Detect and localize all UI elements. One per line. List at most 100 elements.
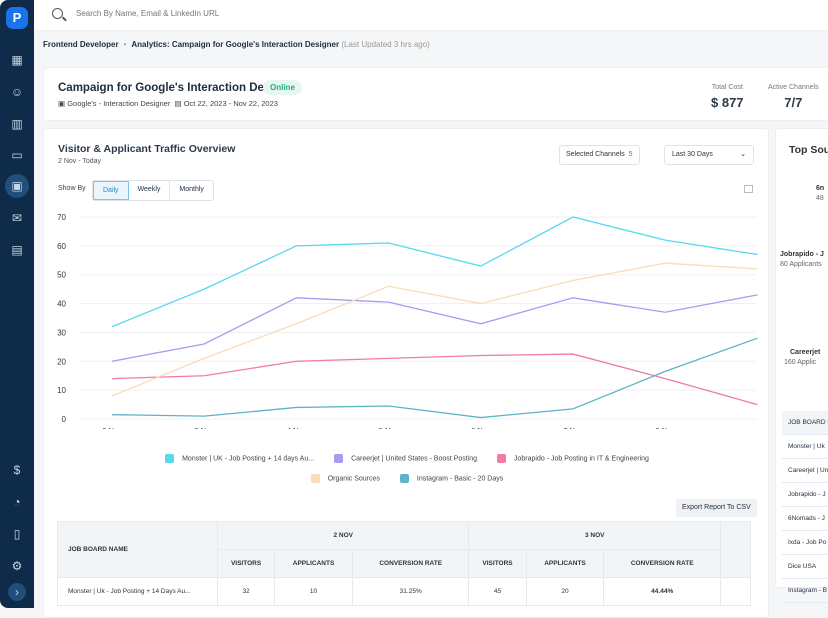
dashboard-icon[interactable]: ▦ xyxy=(11,53,23,67)
table-row[interactable]: Monster | Uk - Job Posting + 14 Days Au.… xyxy=(57,577,751,606)
top-source-row[interactable]: Monster | Uk xyxy=(782,435,828,459)
chart-menu-icon[interactable] xyxy=(744,185,753,193)
cell: 31.25% xyxy=(351,577,470,606)
show-by-label: Show By xyxy=(58,185,86,192)
company-name: Google's - Interaction Designer xyxy=(67,99,171,108)
y-tick-label: 60 xyxy=(57,242,66,251)
campaign-title: Campaign for Google's Interaction Design… xyxy=(58,82,299,94)
invoice-icon[interactable]: ▯ xyxy=(13,527,21,541)
top-source-row[interactable]: Instagram - B xyxy=(782,579,828,603)
y-tick-label: 10 xyxy=(57,386,66,395)
y-tick-label: 70 xyxy=(57,213,66,222)
expand-chevron-icon[interactable]: › xyxy=(8,583,26,601)
top-source-row[interactable]: Careerjet | Un xyxy=(782,459,828,483)
campaign-meta: ▣ Google's - Interaction Designer ▤ Oct … xyxy=(58,99,278,108)
calendar-icon[interactable]: ▤ xyxy=(11,243,23,257)
legend-item[interactable]: Jobrapido - Job Posting in IT & Engineer… xyxy=(497,454,649,463)
search-input[interactable] xyxy=(76,9,376,18)
export-csv-button[interactable]: Export Report To CSV xyxy=(676,499,757,517)
legend-swatch xyxy=(310,474,320,483)
mail-icon[interactable]: ✉ xyxy=(11,211,23,225)
col-visitors: VISITORS xyxy=(468,549,527,578)
top-source-row[interactable]: Ixda - Job Po xyxy=(782,531,828,555)
id-card-icon[interactable]: ▭ xyxy=(11,148,23,162)
jobs-briefcase-icon[interactable]: ▣ xyxy=(5,174,29,198)
y-tick-label: 20 xyxy=(57,357,66,366)
top-sources-table: JOB BOARD N Monster | Uk Careerjet | Un Jo… xyxy=(782,411,828,603)
y-tick-label: 30 xyxy=(57,328,66,337)
calendar-icon: ▤ xyxy=(174,99,182,108)
breadcrumb-current: Analytics: Campaign for Google's Interac… xyxy=(131,40,340,49)
legend-item[interactable]: Organic Sources xyxy=(310,474,380,483)
x-tick-label: 2 Nov xyxy=(102,426,122,429)
top-search-bar xyxy=(34,0,828,31)
col-applicants: APPLICANTS xyxy=(525,549,605,578)
col-date: 2 NOV xyxy=(216,521,470,550)
cell: 20 xyxy=(525,577,605,606)
campaign-dates: Oct 22, 2023 - Nov 22, 2023 xyxy=(183,99,278,108)
legend-row-1: Monster | UK - Job Posting + 14 days Au.… xyxy=(44,454,770,463)
legend-swatch xyxy=(399,474,409,483)
col-conversion-rate: CONVERSION RATE xyxy=(603,549,721,578)
top-source-row[interactable]: Dice USA xyxy=(782,555,828,579)
overview-subtitle: 2 Nov - Today xyxy=(58,158,102,165)
reports-icon[interactable]: ▥ xyxy=(11,117,23,131)
col-job-board: JOB BOARD NAME xyxy=(57,521,218,578)
breadcrumb-parent[interactable]: Frontend Developer xyxy=(43,40,119,49)
col-applicants: APPLICANTS xyxy=(274,549,353,578)
breadcrumb: Frontend Developer • Analytics: Campaign f… xyxy=(43,40,430,49)
date-range-select[interactable]: Last 30 Days ⌄ xyxy=(664,145,754,165)
col-conversion-rate: CONVERSION RATE xyxy=(351,549,470,578)
cell: 32 xyxy=(216,577,276,606)
x-tick-label: 5 Nov xyxy=(379,426,399,429)
campaign-card: Campaign for Google's Interaction Design… xyxy=(43,67,828,121)
legend-swatch xyxy=(334,454,344,463)
legend-item[interactable]: Careerjet | United States - Boost Postin… xyxy=(334,454,477,463)
source-label: Jobrapido - J xyxy=(780,251,824,258)
traffic-overview-card: Visitor & Applicant Traffic Overview 2 N… xyxy=(43,128,769,618)
tab-daily[interactable]: Daily xyxy=(93,181,129,200)
top-sources-card: Top Sou 6n 48 Jobrapido - J 80 Applicant… xyxy=(775,128,828,603)
legend-swatch xyxy=(497,454,506,463)
source-count: 80 Applicants xyxy=(780,261,822,268)
legend-item[interactable]: Monster | UK - Job Posting + 14 days Au.… xyxy=(165,454,314,463)
tab-weekly[interactable]: Weekly xyxy=(129,181,171,200)
x-tick-label: 8 Nov xyxy=(655,426,675,429)
analytics-pie-icon[interactable]: ◔ xyxy=(13,495,21,509)
legend-item[interactable]: Instagram - Basic - 20 Days xyxy=(399,474,503,483)
source-count: 160 Applic xyxy=(784,359,817,366)
search-icon xyxy=(52,8,63,19)
settings-gear-icon[interactable]: ⚙ xyxy=(11,559,23,573)
x-tick-label: 4 Nov xyxy=(287,426,307,429)
candidates-icon[interactable]: ☺ xyxy=(10,85,24,99)
source-count: 48 xyxy=(816,195,824,202)
chevron-down-icon: ⌄ xyxy=(740,151,746,158)
x-tick-label: 7 Nov xyxy=(563,426,583,429)
series-line xyxy=(111,294,758,362)
active-channels: Active Channels 7/7 xyxy=(768,84,819,110)
total-cost: Total Cost $ 877 xyxy=(711,84,744,110)
app-logo[interactable]: P xyxy=(6,7,28,29)
col-job-board: JOB BOARD N xyxy=(782,411,828,435)
traffic-line-chart: 0 10 20 30 40 50 60 70 2 Nov 3 Nov 4 Nov 5 Nov 6 Nov… xyxy=(57,213,758,429)
cell: 10 xyxy=(274,577,353,606)
billing-icon[interactable]: $ xyxy=(13,463,21,477)
series-line xyxy=(111,337,758,419)
top-source-row[interactable]: Jobrapido - J xyxy=(782,483,828,507)
series-line xyxy=(111,262,758,397)
source-label: 6n xyxy=(816,185,825,192)
col-date: 3 NOV xyxy=(468,521,721,550)
granularity-toggle: Daily Weekly Monthly xyxy=(92,180,214,201)
series-line xyxy=(111,216,758,328)
job-board-name: Monster | Uk - Job Posting + 14 Days Au.… xyxy=(57,577,218,606)
series-line xyxy=(111,353,758,406)
top-sources-title: Top Sou xyxy=(789,144,828,156)
cell: 44.44% xyxy=(603,577,721,606)
tab-monthly[interactable]: Monthly xyxy=(179,186,204,193)
selected-channels-button[interactable]: Selected Channels 5 xyxy=(559,145,640,165)
top-source-row[interactable]: 6Nomads - J xyxy=(782,507,828,531)
briefcase-icon: ▣ xyxy=(58,99,66,108)
y-tick-label: 50 xyxy=(57,271,66,280)
overview-title: Visitor & Applicant Traffic Overview xyxy=(58,143,236,155)
source-label: Careerjet xyxy=(790,349,821,356)
